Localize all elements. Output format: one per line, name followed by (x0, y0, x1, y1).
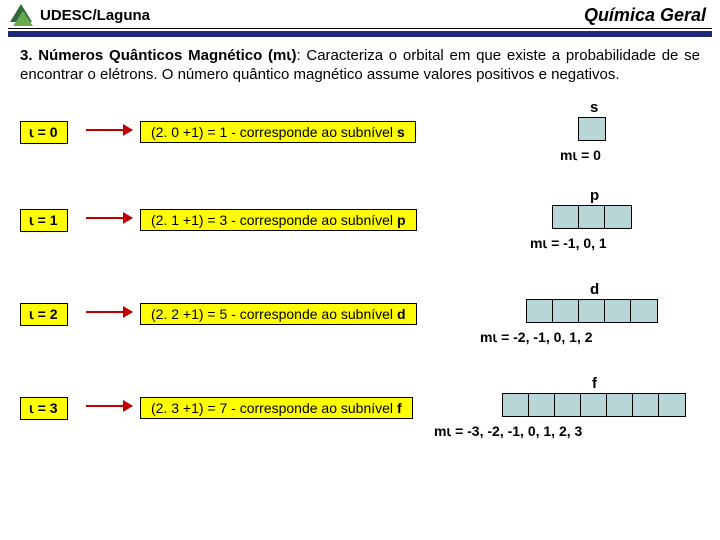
intro-lead: 3. Números Quânticos Magnético (mꙇ) (20, 47, 296, 64)
arrow-icon (86, 217, 132, 219)
arrow-icon (86, 129, 132, 131)
orbital-cell (527, 300, 553, 322)
orbital-cell (579, 206, 605, 228)
orbital-cell (605, 300, 631, 322)
orbital-cell (579, 300, 605, 322)
level-block-d: d ꙇ = 2 (2. 2 +1) = 5 - corresponde ao s… (20, 285, 700, 371)
l-value-box: ꙇ = 0 (20, 121, 68, 144)
level-block-s: s ꙇ = 0 (2. 0 +1) = 1 - corresponde ao s… (20, 99, 700, 183)
ml-values-f: mꙇ = -3, -2, -1, 0, 1, 2, 3 (434, 423, 582, 440)
subshell-letter-p: p (590, 187, 599, 204)
intro-paragraph: 3. Números Quânticos Magnético (mꙇ): Car… (20, 47, 700, 85)
orbital-cell (555, 394, 581, 416)
orbital-cells-d (526, 299, 658, 323)
level-block-f: f ꙇ = 3 (2. 3 +1) = 7 - corresponde ao s… (20, 379, 700, 469)
subshell-letter-s: s (590, 99, 598, 116)
orbital-cell (581, 394, 607, 416)
formula-box: (2. 1 +1) = 3 - corresponde ao subnível … (140, 209, 417, 231)
ml-values-d: mꙇ = -2, -1, 0, 1, 2 (480, 329, 593, 346)
l-value-box: ꙇ = 2 (20, 303, 68, 326)
slide-header: UDESC/Laguna Química Geral (0, 0, 720, 28)
orbital-cell (659, 394, 685, 416)
orbital-cells-p (552, 205, 632, 229)
arrow-icon (86, 311, 132, 313)
orbital-cells-s (578, 117, 606, 141)
course-title: Química Geral (584, 5, 706, 26)
subshell-letter-d: d (590, 281, 599, 298)
logo-text: UDESC/Laguna (40, 7, 150, 24)
logo: UDESC/Laguna (10, 4, 150, 26)
level-block-p: p ꙇ = 1 (2. 1 +1) = 3 - corresponde ao s… (20, 191, 700, 277)
divider-thick (8, 31, 712, 37)
orbital-cell (605, 206, 631, 228)
slide-content: 3. Números Quânticos Magnético (mꙇ): Car… (0, 47, 720, 469)
orbital-cell (529, 394, 555, 416)
orbital-cell (503, 394, 529, 416)
divider-thin (8, 28, 712, 29)
orbital-cell (579, 118, 605, 140)
orbital-cell (607, 394, 633, 416)
subshell-letter-f: f (592, 375, 597, 392)
orbital-cells-f (502, 393, 686, 417)
orbital-cell (553, 206, 579, 228)
ml-values-p: mꙇ = -1, 0, 1 (530, 235, 607, 252)
udesc-logo-icon (10, 4, 36, 26)
formula-box: (2. 2 +1) = 5 - corresponde ao subnível … (140, 303, 417, 325)
orbital-cell (633, 394, 659, 416)
ml-values-s: mꙇ = 0 (560, 147, 601, 164)
orbital-cell (553, 300, 579, 322)
l-value-box: ꙇ = 1 (20, 209, 68, 232)
orbital-cell (631, 300, 657, 322)
arrow-icon (86, 405, 132, 407)
formula-box: (2. 3 +1) = 7 - corresponde ao subnível … (140, 397, 413, 419)
l-value-box: ꙇ = 3 (20, 397, 68, 420)
formula-box: (2. 0 +1) = 1 - corresponde ao subnível … (140, 121, 416, 143)
